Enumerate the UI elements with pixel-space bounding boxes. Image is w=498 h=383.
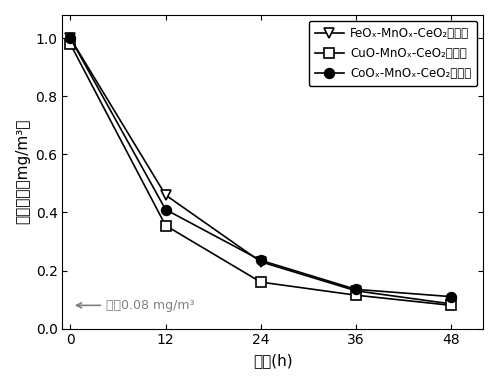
FeOₓ-MnOₓ-CeO₂催化剖 <box>258 260 264 264</box>
CoOₓ-MnOₓ-CeO₂催化剖 <box>448 295 454 299</box>
CuO-MnOₓ-CeO₂催化剖 <box>353 293 359 298</box>
CuO-MnOₓ-CeO₂催化剖 <box>258 280 264 285</box>
CoOₓ-MnOₓ-CeO₂催化剖 <box>258 258 264 263</box>
Text: 国标0.08 mg/m³: 国标0.08 mg/m³ <box>77 299 195 312</box>
CuO-MnOₓ-CeO₂催化剖 <box>448 303 454 308</box>
Y-axis label: 甲醉浓度（mg/m³）: 甲醉浓度（mg/m³） <box>15 119 30 224</box>
Legend: FeOₓ-MnOₓ-CeO₂催化剖, CuO-MnOₓ-CeO₂催化剖, CoOₓ-MnOₓ-CeO₂催化剖: FeOₓ-MnOₓ-CeO₂催化剖, CuO-MnOₓ-CeO₂催化剖, CoO… <box>309 21 477 86</box>
CoOₓ-MnOₓ-CeO₂催化剖 <box>162 207 168 212</box>
CuO-MnOₓ-CeO₂催化剖 <box>162 223 168 228</box>
Line: CuO-MnOₓ-CeO₂催化剖: CuO-MnOₓ-CeO₂催化剖 <box>66 39 456 310</box>
CoOₓ-MnOₓ-CeO₂催化剖 <box>353 287 359 292</box>
FeOₓ-MnOₓ-CeO₂催化剖 <box>162 193 168 197</box>
FeOₓ-MnOₓ-CeO₂催化剖 <box>67 36 73 41</box>
FeOₓ-MnOₓ-CeO₂催化剖 <box>448 301 454 306</box>
Line: CoOₓ-MnOₓ-CeO₂催化剖: CoOₓ-MnOₓ-CeO₂催化剖 <box>66 33 456 301</box>
Line: FeOₓ-MnOₓ-CeO₂催化剖: FeOₓ-MnOₓ-CeO₂催化剖 <box>66 33 456 309</box>
CuO-MnOₓ-CeO₂催化剖 <box>67 42 73 46</box>
CoOₓ-MnOₓ-CeO₂催化剖 <box>67 36 73 41</box>
FeOₓ-MnOₓ-CeO₂催化剖 <box>353 288 359 293</box>
X-axis label: 时间(h): 时间(h) <box>253 353 292 368</box>
